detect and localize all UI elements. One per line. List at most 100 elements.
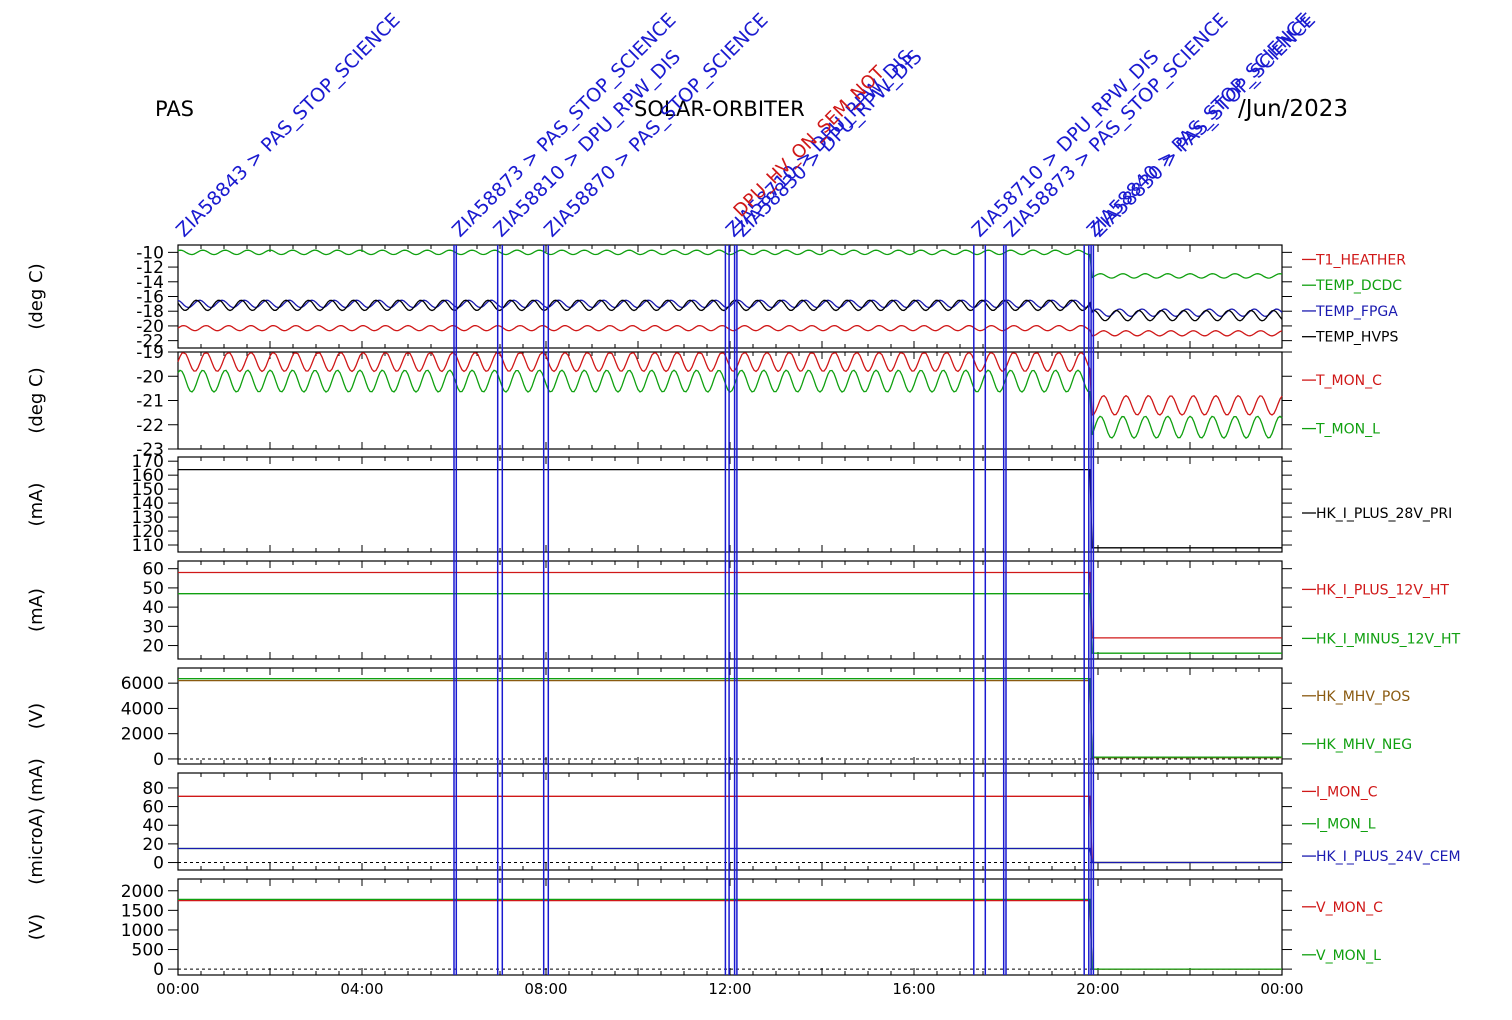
y-tick-label: 0 [153,960,164,980]
y-axis-label: (mA) [26,588,47,632]
y-tick-label: -14 [136,273,164,293]
y-tick-label: 150 [132,480,164,500]
panel-frame [177,772,1283,871]
panels: -10-12-14-16-18-20-22(deg C)T1_HEATHERTE… [26,243,1461,980]
command-label: ZIA58843 > PAS_STOP_SCIENCE [172,9,405,242]
y-tick-label: -16 [136,288,164,308]
series-line [178,468,1282,549]
x-tick-label: 00:00 [1260,980,1303,998]
panel-2: -19 -20 -21 -22 -23 (deg C) T_MON_C T_MON_L [26,343,1382,460]
y-axis-label: (V) [26,914,47,940]
series-line [178,847,1282,864]
command-annotations: ZIA58843 > PAS_STOP_SCIENCE ZIA58873 > PA… [172,9,1320,975]
y-tick-label: -12 [136,258,164,278]
x-tick-label: 08:00 [524,980,567,998]
command-label: ZIA58810 > DPU_RPW_DIS [489,46,685,242]
y-tick-label: -18 [136,302,164,322]
y-tick-label: -22 [136,416,164,436]
series-line [178,898,1282,970]
y-tick-label: 170 [132,452,164,472]
legend-entry: HK_I_PLUS_12V_HT [1316,582,1449,598]
y-tick-label: 160 [132,466,164,486]
y-tick-label: 20 [142,637,164,657]
legend-entry: I_MON_C [1316,784,1378,800]
series-line [178,679,1282,759]
y-tick-label: 40 [142,598,164,618]
series-line [177,369,1283,439]
series-line [178,795,1282,864]
series-line [177,352,1283,416]
legend-entry: TEMP_HVPS [1315,330,1398,346]
legend-entry: T_MON_C [1315,373,1382,389]
y-axis-label: (microA) (mA) [26,758,47,884]
y-tick-label: 2000 [121,725,164,745]
y-tick-label: 0 [153,750,164,770]
y-tick-label: 1000 [121,921,164,941]
y-tick-label: -23 [136,440,164,460]
y-tick-label: 4000 [121,699,164,719]
series-line [178,571,1282,639]
command-label: ZIA58830 > DPU_RPW_DIS [731,46,927,242]
y-tick-label: -20 [136,367,164,387]
panel-5: 6000 4000 2000 0 (V) HK_MHV_POS HK_MHV_NEG [26,667,1412,770]
y-tick-label: -21 [136,392,164,412]
panel-frame [177,667,1283,765]
series-line [177,299,1283,322]
y-tick-label: 20 [142,835,164,855]
panel-frame [177,456,1283,553]
date-label: /Jun/2023 [1238,96,1348,122]
legend-entry: V_MON_C [1316,900,1383,916]
x-tick-label: 12:00 [708,980,751,998]
legend-entry: T1_HEATHER [1315,252,1406,268]
legend-entry: HK_MHV_POS [1316,689,1410,705]
series-line [178,593,1282,654]
y-tick-label: -10 [136,243,164,263]
y-axis-label: (deg C) [26,263,47,329]
y-tick-label: -19 [136,343,164,363]
y-axis-label: (deg C) [26,367,47,433]
x-tick-label: 00:00 [156,980,199,998]
y-tick-label: 50 [142,579,164,599]
y-tick-label: -22 [136,332,164,352]
instrument-label: PAS [155,97,194,121]
y-tick-label: 0 [153,854,164,874]
legend-entry: I_MON_L [1316,817,1376,833]
y-tick-label: 60 [142,560,164,580]
x-tick-label: 16:00 [892,980,935,998]
y-tick-label: 30 [142,617,164,637]
command-label-red: DPU_HV_ON_SEM_NOT [730,61,890,221]
y-tick-label: 500 [132,941,164,961]
y-tick-label: -20 [136,317,164,337]
legend-entry: HK_I_PLUS_24V_CEM [1316,849,1461,865]
x-tick-label: 04:00 [340,980,383,998]
y-tick-label: 40 [142,816,164,836]
y-tick-label: 80 [142,779,164,799]
legend-entry: TEMP_FPGA [1315,304,1398,320]
series-line [177,249,1283,279]
series-line [178,899,1282,970]
series-line [177,324,1283,337]
legend-entry: HK_MHV_NEG [1316,737,1412,753]
legend-entry: T_MON_L [1315,422,1380,438]
command-label: ZIA58710 > DPU_RPW_DIS [968,46,1164,242]
y-tick-label: 140 [132,494,164,514]
y-tick-label: 120 [132,522,164,542]
x-tick-label: 20:00 [1076,980,1119,998]
y-axis-label: (V) [26,703,47,729]
panel-1: -10-12-14-16-18-20-22 (deg C) T1_HEATHER TE… [26,243,1406,351]
legend-entry: V_MON_L [1316,948,1381,964]
y-tick-label: 60 [142,798,164,818]
y-axis-label: (mA) [26,483,47,527]
x-axis: 00:00 04:00 08:00 12:00 16:00 20:00 00:00 [156,980,1303,998]
legend-entry: HK_I_MINUS_12V_HT [1316,631,1461,647]
mission-label: SOLAR-ORBITER [634,97,805,121]
legend-entry: TEMP_DCDC [1315,278,1402,294]
panel-frame [177,244,1283,349]
series-line [177,299,1283,318]
y-tick-label: 130 [132,508,164,528]
